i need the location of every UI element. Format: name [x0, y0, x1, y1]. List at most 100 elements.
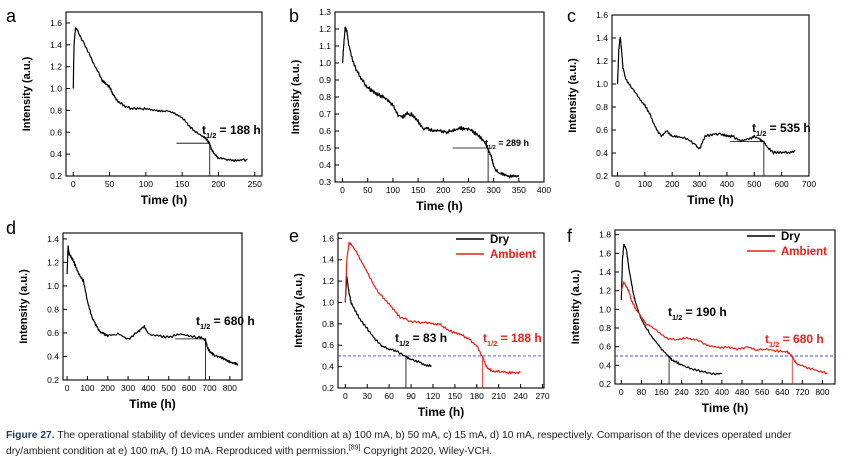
panel-d-y-axis-label: Intensity (a.u.)	[18, 269, 30, 344]
panel-a-t-half-annotation: t1/2 = 188 h	[202, 123, 261, 140]
panel-c-y-tick-label: 1.2	[596, 56, 608, 66]
panel-d-y-tick-label: 0.4	[47, 351, 59, 361]
panel-f-y-tick-label: 1.6	[599, 248, 611, 258]
panel-e-y-axis-label: Intensity (a.u.)	[293, 273, 305, 348]
panel-f-x-tick-label: 560	[755, 387, 769, 397]
panel-b-y-tick-label: 1.3	[319, 7, 331, 17]
panel-e-y-tick-label: 1.2	[322, 276, 334, 286]
panel-a-x-tick-label: 100	[139, 179, 153, 189]
panel-a-y-tick-label: 1.6	[50, 18, 62, 28]
panel-c-y-tick-label: 0.2	[596, 171, 608, 181]
panel-e-x-axis-label: Time (h)	[418, 405, 464, 419]
panel-a-letter: a	[6, 6, 17, 26]
panel-f-letter: f	[567, 226, 573, 246]
panel-f-y-tick-label: 0.2	[599, 379, 611, 389]
panel-e-y-tick-label: 0.2	[322, 383, 334, 393]
panel-f-legend-label: Dry	[781, 231, 801, 243]
panel-f-plot-frame	[614, 229, 836, 385]
panel-d-x-tick-label: 100	[80, 383, 94, 393]
panel-a-x-tick-label: 50	[105, 179, 115, 189]
panel-d-y-tick-label: 0.2	[47, 375, 59, 385]
panel-b-y-tick-label: 0.8	[319, 92, 331, 102]
panel-c-letter: c	[567, 6, 576, 26]
panel-c-y-axis-label: Intensity (a.u.)	[567, 58, 579, 133]
panel-a-plot-frame	[65, 11, 263, 177]
panel-f-x-axis-label: Time (h)	[702, 401, 748, 415]
panel-d-x-tick-label: 200	[101, 383, 115, 393]
panel-e-t-half-annotation: t1/2 = 188 h	[483, 331, 542, 348]
panel-a-x-tick-label: 200	[211, 179, 225, 189]
panel-e-x-tick-label: 240	[514, 391, 528, 401]
panel-a-y-tick-label: 0.8	[50, 105, 62, 115]
panel-d-x-axis-label: Time (h)	[129, 397, 175, 411]
panel-c-y-tick-label: 0.4	[596, 148, 608, 158]
caption-copyright: Copyright 2020, Wiley-VCH.	[360, 445, 493, 457]
panel-b-y-tick-label: 1.1	[319, 41, 331, 51]
panel-f-x-tick-label: 80	[637, 387, 647, 397]
panel-f-x-tick-label: 640	[775, 387, 789, 397]
panel-f-x-tick-label: 480	[735, 387, 749, 397]
panel-e-x-tick-label: 270	[535, 391, 549, 401]
panel-e-x-tick-label: 90	[406, 391, 416, 401]
panel-c-x-tick-label: 300	[692, 179, 706, 189]
panel-b-t-half-annotation: t1/2 = 289 h	[485, 138, 529, 151]
panel-b-y-axis-label: Intensity (a.u.)	[290, 59, 302, 134]
panel-d-y-tick-label: 1.4	[47, 234, 59, 244]
figure-caption: Figure 27. The operational stability of …	[6, 428, 842, 459]
panel-c-x-tick-label: 700	[802, 179, 816, 189]
figure-panels: 0.2 0.4 0.6 0.8 1.0 1.2 1.4 1.6 0 50 100 150 200 250 T…	[6, 6, 836, 419]
panel-a-series-0-line	[72, 27, 248, 162]
panel-c-x-tick-label: 200	[665, 179, 679, 189]
panel-e-y-tick-label: 1.6	[322, 233, 334, 243]
panel-a-y-tick-label: 1.4	[50, 40, 62, 50]
panel-d-y-tick-label: 0.8	[47, 304, 59, 314]
panel-b-letter: b	[289, 6, 299, 26]
panel-c-y-tick-label: 0.6	[596, 125, 608, 135]
panel-e-x-tick-label: 120	[426, 391, 440, 401]
panel-a-y-tick-label: 1.0	[50, 84, 62, 94]
panel-e-legend-label: Ambient	[490, 249, 536, 261]
panel-e-x-tick-label: 150	[448, 391, 462, 401]
panel-b-x-axis-label: Time (h)	[416, 199, 462, 213]
panel-a-y-tick-label: 0.4	[50, 149, 62, 159]
panel-f-legend-label: Ambient	[781, 246, 827, 258]
panel-c-plot-frame	[611, 14, 810, 177]
panel-f-y-tick-label: 0.6	[599, 342, 611, 352]
panel-e-letter: e	[289, 226, 299, 246]
panel-c-t-half-annotation: t1/2 = 535 h	[752, 121, 811, 138]
panel-b-plot-frame	[334, 11, 545, 183]
panel-f-y-tick-label: 1.4	[599, 267, 611, 277]
panel-b-x-tick-label: 50	[363, 185, 373, 195]
panel-b-y-tick-label: 1.0	[319, 58, 331, 68]
panel-a-x-tick-label: 250	[248, 179, 262, 189]
panel-b-x-tick-label: 250	[461, 185, 475, 195]
panel-c-x-tick-label: 0	[615, 179, 620, 189]
panel-b-y-tick-label: 1.2	[319, 24, 331, 34]
panel-f-x-tick-label: 240	[675, 387, 689, 397]
panel-e-series-ambient-line	[344, 241, 521, 375]
panel-b-series-0-line	[342, 26, 520, 179]
panel-c-y-tick-label: 1.6	[596, 10, 608, 20]
panel-b-y-tick-label: 0.9	[319, 75, 331, 85]
panel-f-y-tick-label: 0.4	[599, 360, 611, 370]
panel-a-y-tick-label: 0.6	[50, 127, 62, 137]
panel-e-t-half-annotation: t1/2 = 83 h	[395, 331, 447, 348]
panel-a-x-tick-label: 150	[175, 179, 189, 189]
panel-f-x-tick-label: 800	[815, 387, 829, 397]
panel-f-t-half-annotation: t1/2 = 680 h	[765, 332, 824, 349]
panel-f-x-tick-label: 400	[715, 387, 729, 397]
panel-d-t-half-annotation: t1/2 = 680 h	[196, 314, 255, 331]
panel-b-y-tick-label: 0.4	[319, 160, 331, 170]
panel-f-y-tick-label: 1.8	[599, 230, 611, 240]
panel-b-x-tick-label: 300	[487, 185, 501, 195]
panel-c-x-tick-label: 500	[747, 179, 761, 189]
caption-label: Figure 27.	[6, 430, 55, 441]
panel-a-y-axis-label: Intensity (a.u.)	[21, 56, 33, 131]
panel-b-x-tick-label: 100	[386, 185, 400, 195]
panel-a-y-tick-label: 0.2	[50, 171, 62, 181]
panel-f-series-ambient-line	[620, 281, 828, 375]
panel-e-y-tick-label: 0.8	[322, 319, 334, 329]
panel-f-series-dry-line	[620, 243, 723, 376]
panel-c-y-tick-label: 1.0	[596, 79, 608, 89]
panel-b-y-tick-label: 0.6	[319, 126, 331, 136]
